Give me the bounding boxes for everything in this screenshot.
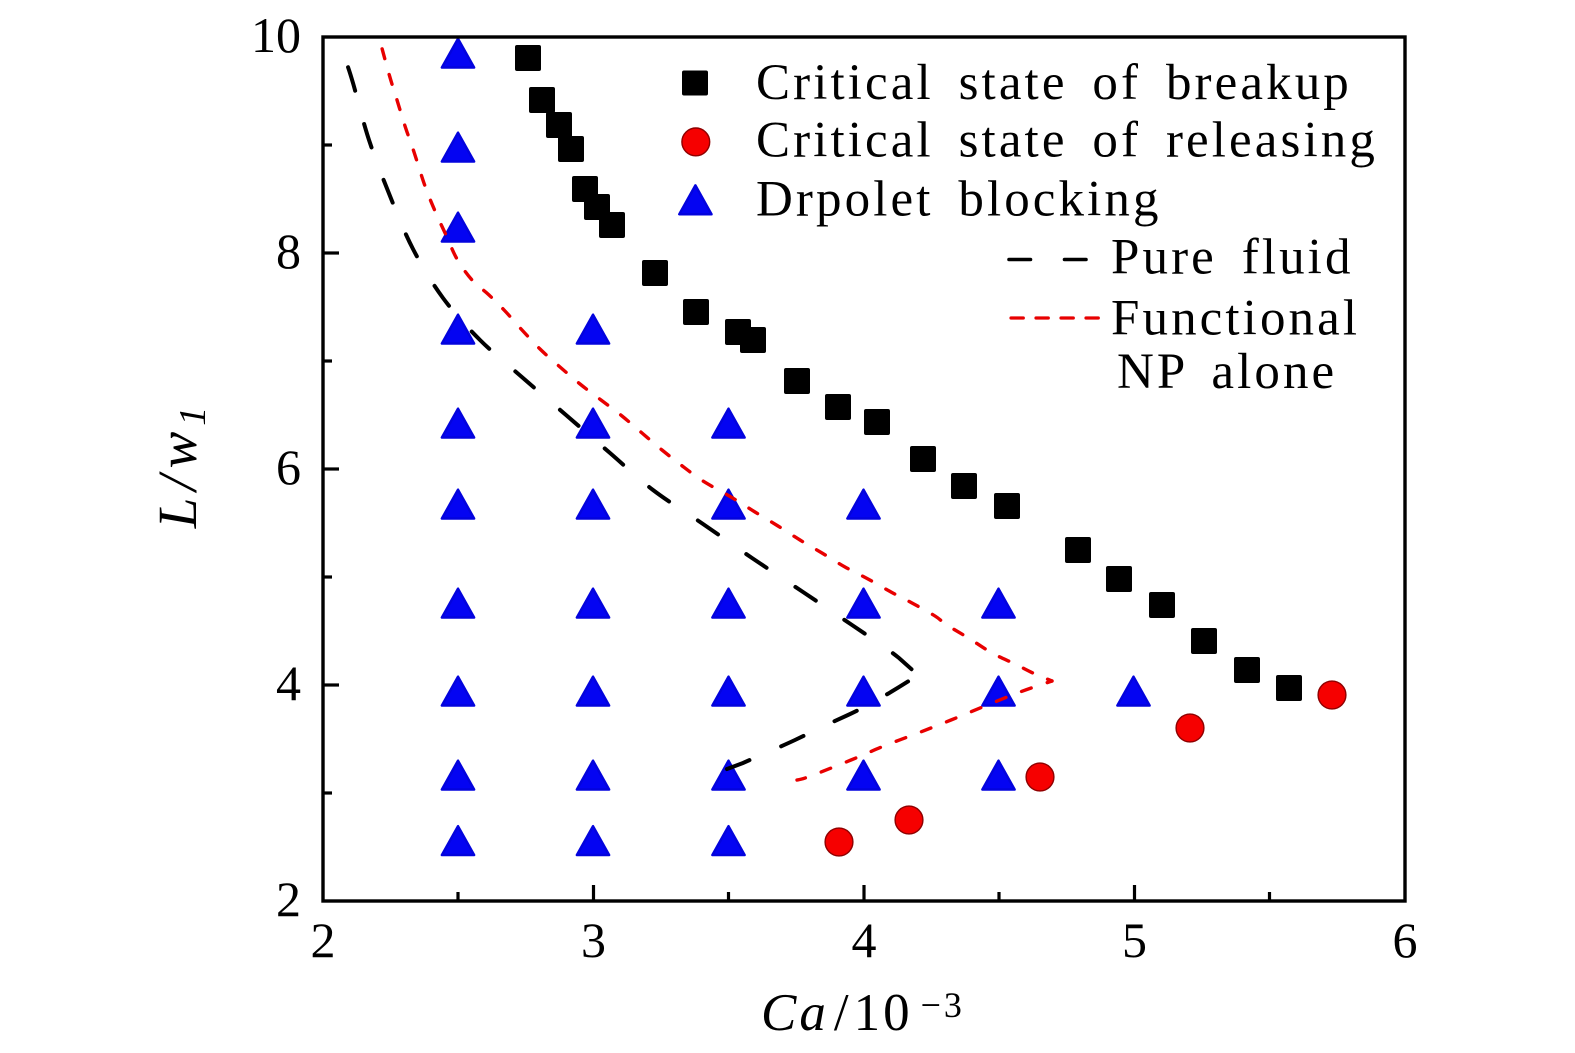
svg-text:Drpolet blocking: Drpolet blocking [756,172,1162,228]
svg-text:4: 4 [276,655,301,711]
svg-text:6: 6 [276,439,301,495]
svg-text:Pure fluid: Pure fluid [1111,230,1354,286]
svg-text:L/w1: L/w1 [147,404,214,530]
svg-text:Functional: Functional [1111,291,1360,347]
svg-text:3: 3 [581,912,606,968]
svg-text:NP alone: NP alone [1117,344,1337,400]
svg-text:Critical state of releasing: Critical state of releasing [756,113,1378,169]
svg-text:8: 8 [276,223,301,279]
svg-text:6: 6 [1393,912,1418,968]
svg-text:Critical state of breakup: Critical state of breakup [756,55,1352,111]
svg-text:2: 2 [276,871,301,927]
svg-text:10: 10 [251,7,301,63]
svg-text:5: 5 [1122,912,1147,968]
svg-text:2: 2 [311,912,336,968]
svg-text:4: 4 [852,912,877,968]
